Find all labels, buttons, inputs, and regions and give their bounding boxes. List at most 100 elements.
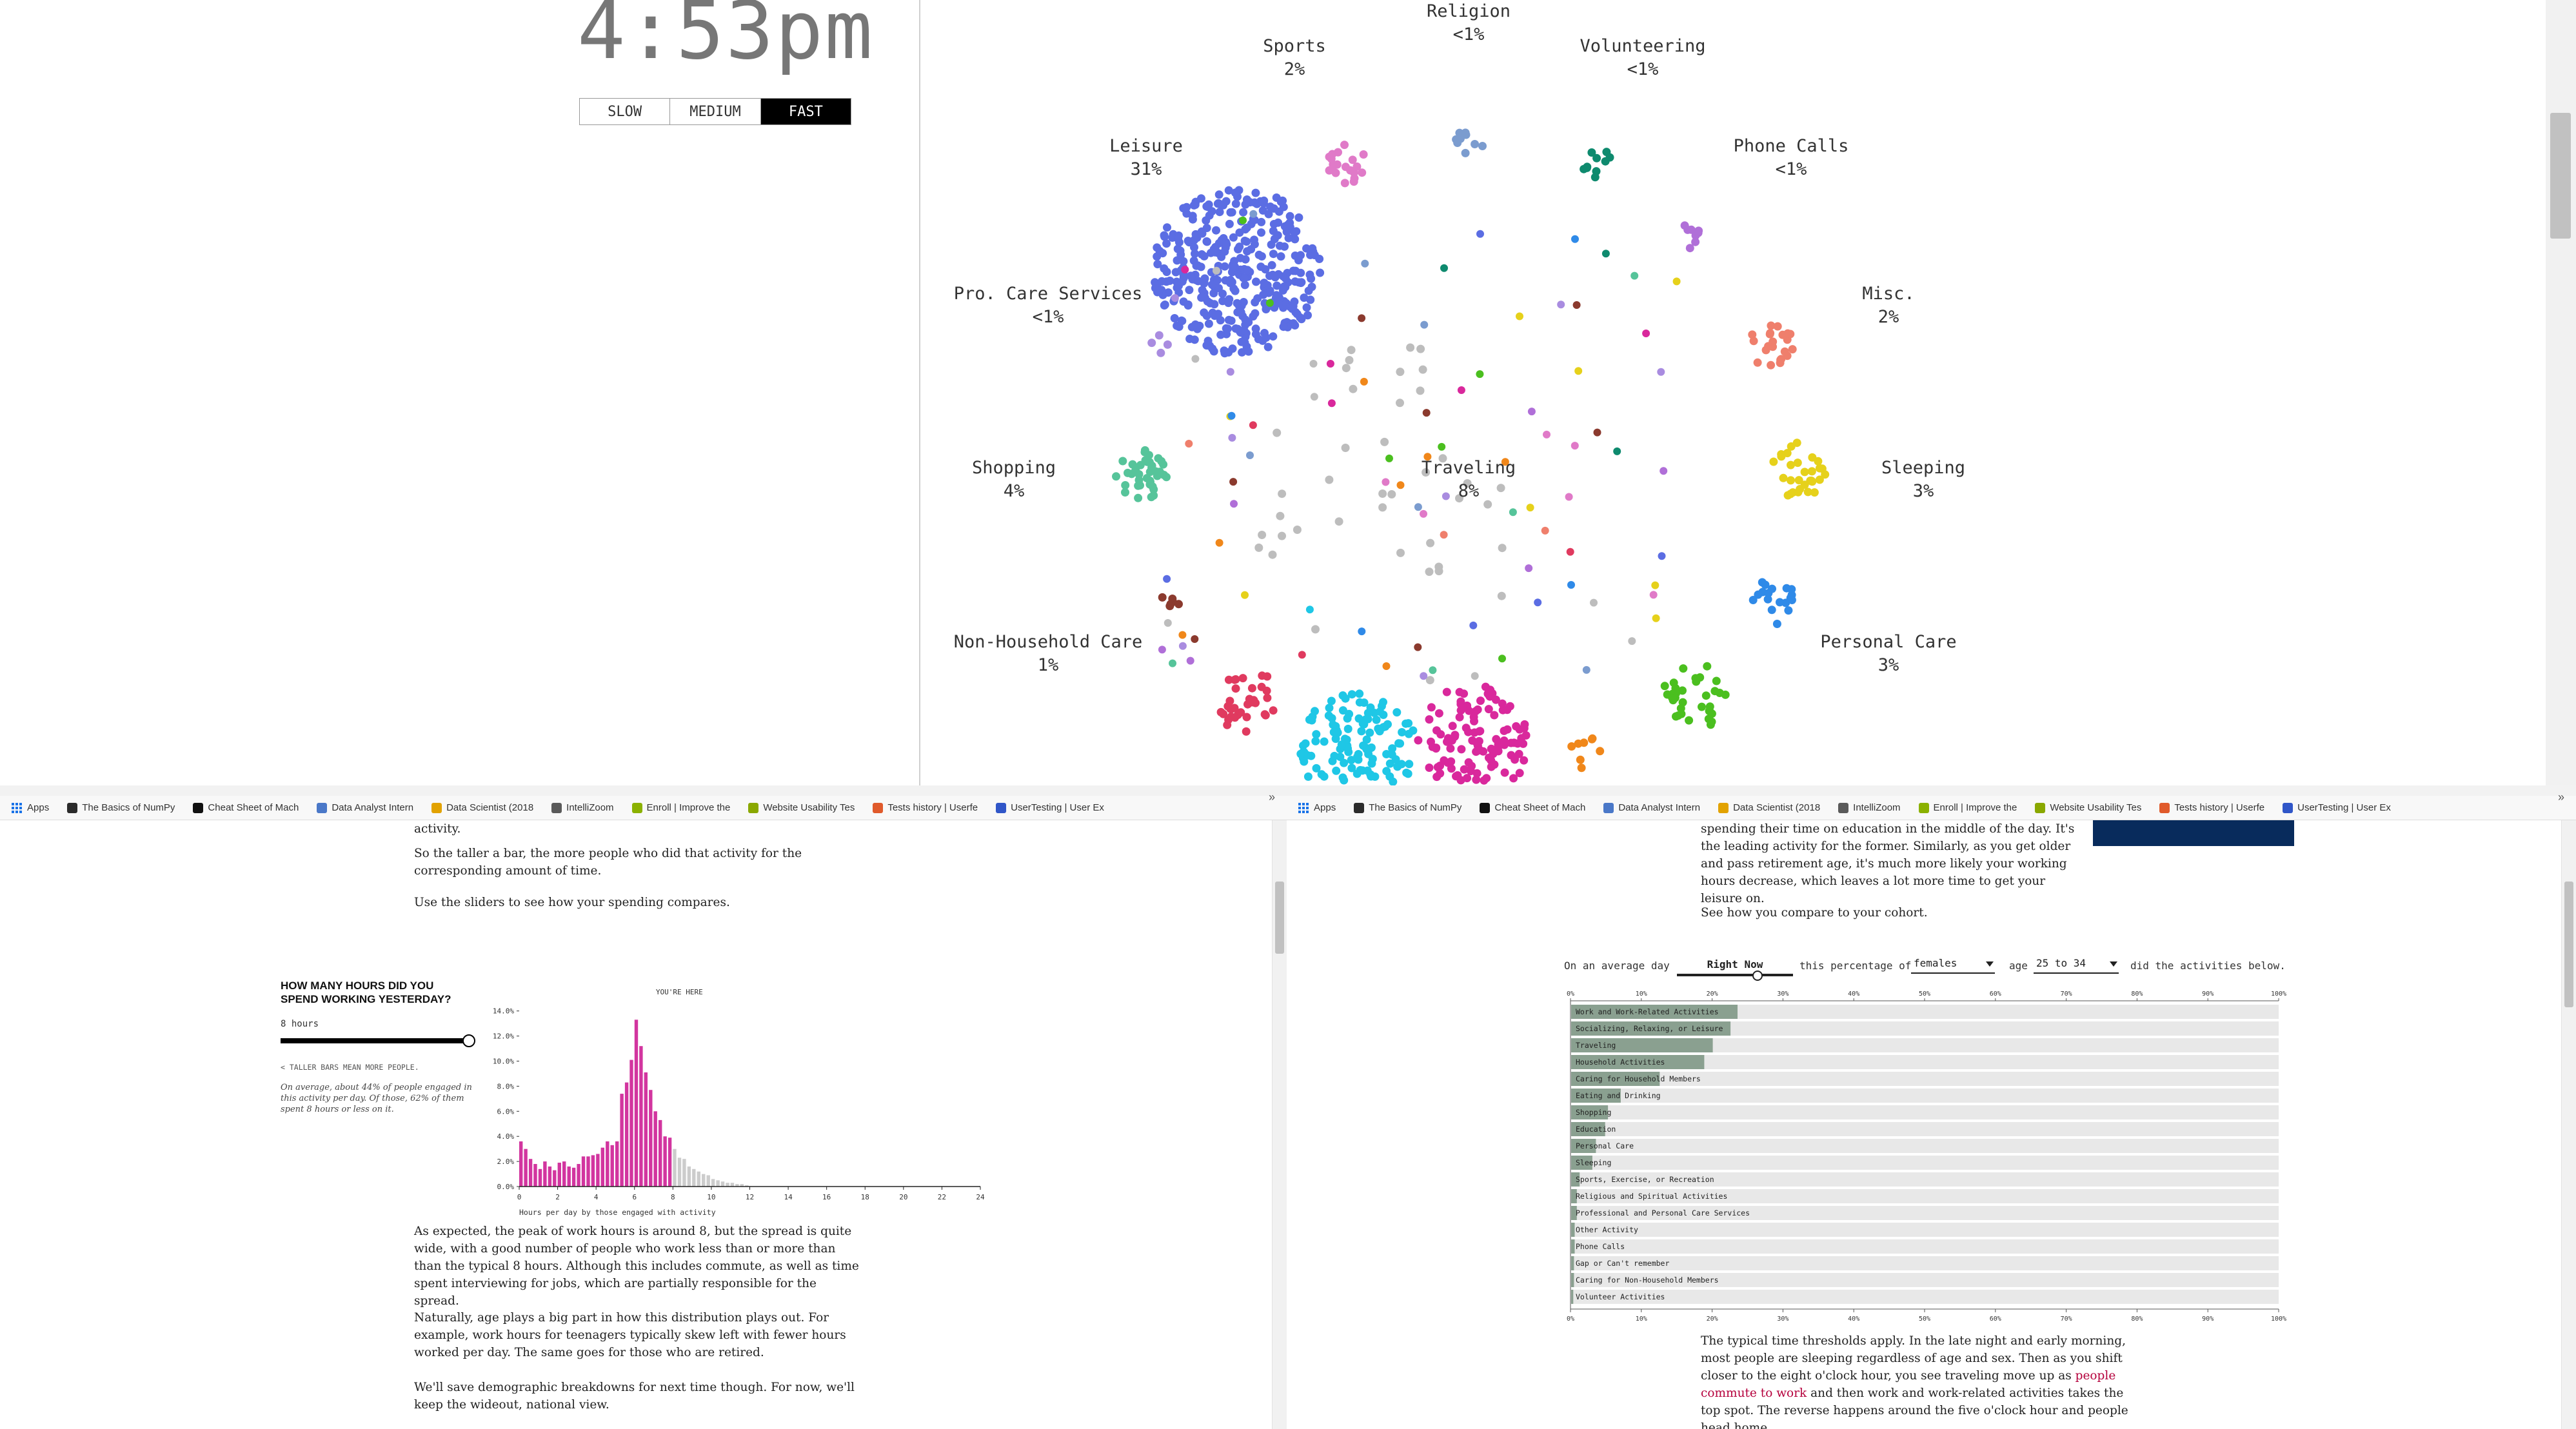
person-dot bbox=[1787, 596, 1796, 604]
bookmark-item[interactable]: Data Scientist (2018 bbox=[1718, 802, 1820, 813]
paragraph: See how you compare to your cohort. bbox=[1701, 906, 1928, 920]
bookmark-item[interactable]: Website Usability Tes bbox=[2035, 802, 2141, 813]
x-tick-label: 12 bbox=[746, 1193, 754, 1201]
bookmark-item[interactable]: Apps bbox=[12, 802, 49, 813]
person-dot bbox=[1296, 251, 1305, 260]
right-scrollbar-thumb[interactable] bbox=[2564, 882, 2573, 1007]
person-dot bbox=[1476, 370, 1484, 379]
group-percent: 31% bbox=[1130, 159, 1162, 179]
person-dot bbox=[1576, 755, 1585, 764]
person-dot bbox=[1280, 222, 1289, 231]
x-tick-label-bottom: 0% bbox=[1567, 1316, 1574, 1322]
person-dot bbox=[1414, 736, 1423, 745]
speed-fast-button[interactable]: FAST bbox=[760, 99, 851, 124]
person-dot bbox=[1605, 153, 1614, 162]
speed-slow-button[interactable]: SLOW bbox=[580, 99, 670, 124]
person-dot bbox=[1446, 744, 1455, 753]
person-dot bbox=[1398, 728, 1407, 736]
bookmark-item[interactable]: The Basics of NumPy bbox=[67, 802, 175, 813]
time-slider-track[interactable] bbox=[1677, 974, 1793, 976]
bookmark-item[interactable]: IntelliZoom bbox=[1838, 802, 1901, 813]
person-dot bbox=[1239, 208, 1248, 217]
hours-histogram: 0.0%2.0%4.0%6.0%8.0%10.0%12.0%14.0%0 2 4 6 8… bbox=[493, 988, 985, 1217]
bookmark-item[interactable]: Cheat Sheet of Mach bbox=[1480, 802, 1585, 813]
bookmark-label: Website Usability Tes bbox=[2050, 802, 2142, 813]
group-name: Shopping bbox=[971, 458, 1056, 478]
age-select[interactable]: 25 to 34 bbox=[2034, 957, 2119, 974]
bookmark-item[interactable]: Enroll | Improve the bbox=[631, 802, 730, 813]
person-dot bbox=[1329, 727, 1338, 736]
bookmark-label: Data Scientist (2018 bbox=[1733, 802, 1821, 813]
bookmark-item[interactable]: Website Usability Tes bbox=[748, 802, 855, 813]
bookmark-item[interactable]: Apps bbox=[1298, 802, 1336, 813]
hours-slider-handle[interactable] bbox=[462, 1034, 475, 1047]
histogram-bar bbox=[716, 1180, 720, 1187]
person-dot bbox=[1456, 134, 1465, 143]
speed-medium-button[interactable]: MEDIUM bbox=[669, 99, 760, 124]
person-dot bbox=[1273, 428, 1282, 437]
activity-bar bbox=[1571, 1122, 1605, 1136]
person-dot bbox=[1149, 485, 1158, 494]
bookmark-favicon-icon bbox=[551, 802, 562, 813]
y-tick-label: 12.0% bbox=[493, 1032, 514, 1041]
bookmark-item[interactable]: IntelliZoom bbox=[551, 802, 614, 813]
top-scrollbar-thumb[interactable] bbox=[2550, 113, 2571, 239]
bookmark-item[interactable]: UserTesting | User Ex bbox=[996, 802, 1104, 813]
activity-label: Religious and Spiritual Activities bbox=[1576, 1192, 1727, 1201]
person-dot bbox=[1425, 567, 1434, 577]
bookmark-item[interactable]: Tests history | Userfe bbox=[2159, 802, 2264, 813]
bookmark-item[interactable]: Tests history | Userfe bbox=[873, 802, 978, 813]
person-dot bbox=[1172, 277, 1181, 286]
person-dot bbox=[1772, 620, 1781, 628]
group-percent: 3% bbox=[1878, 655, 1899, 675]
person-dot bbox=[1794, 476, 1803, 485]
person-dot bbox=[1293, 526, 1302, 534]
bookmark-item[interactable]: Data Analyst Intern bbox=[317, 802, 413, 813]
activity-bar bbox=[1571, 1139, 1596, 1153]
activity-label: Traveling bbox=[1576, 1041, 1616, 1050]
activity-track bbox=[1571, 1072, 2279, 1086]
activity-track bbox=[1571, 1021, 2279, 1036]
right-scrollbar[interactable] bbox=[2561, 820, 2576, 1429]
sex-select[interactable]: females bbox=[1911, 957, 1995, 974]
person-dot bbox=[1340, 141, 1349, 150]
bookmarks-bar: Apps The Basics of NumPy Cheat Sheet of Ma… bbox=[1287, 796, 2576, 820]
person-dot bbox=[1434, 709, 1443, 718]
left-scrollbar-thumb[interactable] bbox=[1275, 882, 1284, 954]
x-tick-label-top: 90% bbox=[2202, 990, 2214, 998]
bookmark-item[interactable]: Cheat Sheet of Mach bbox=[193, 802, 299, 813]
person-dot bbox=[1360, 377, 1368, 386]
time-slider[interactable]: Right Now bbox=[1677, 956, 1793, 981]
bookmark-item[interactable]: Enroll | Improve the bbox=[1918, 802, 2017, 813]
person-dot bbox=[1433, 763, 1442, 772]
person-dot bbox=[1429, 666, 1437, 675]
person-dot bbox=[1196, 262, 1205, 271]
time-slider-handle[interactable] bbox=[1752, 971, 1763, 981]
bookmarks-more-icon[interactable]: » bbox=[2557, 791, 2564, 803]
bookmark-item[interactable]: The Basics of NumPy bbox=[1354, 802, 1461, 813]
bookmark-favicon-icon bbox=[1918, 802, 1929, 813]
person-dot bbox=[1284, 233, 1293, 242]
person-dot bbox=[1156, 348, 1165, 357]
histogram-bar bbox=[730, 1183, 735, 1187]
person-dot bbox=[1354, 750, 1363, 758]
activity-label: Caring for Household Members bbox=[1576, 1074, 1701, 1083]
commute-link[interactable]: people commute to work bbox=[1701, 1369, 2116, 1400]
person-dot bbox=[1226, 368, 1234, 376]
person-dot bbox=[1285, 212, 1294, 221]
bookmark-item[interactable]: Data Scientist (2018 bbox=[431, 802, 533, 813]
person-dot bbox=[1456, 697, 1465, 706]
age-select-value: 25 to 34 bbox=[2036, 957, 2086, 969]
histogram-bar bbox=[557, 1163, 561, 1187]
left-scrollbar[interactable] bbox=[1272, 820, 1287, 1429]
person-dot bbox=[1754, 590, 1763, 599]
bookmarks-more-icon[interactable]: » bbox=[1268, 791, 1275, 803]
person-dot bbox=[1471, 140, 1480, 148]
activity-track bbox=[1571, 1055, 2279, 1069]
person-dot bbox=[1328, 150, 1337, 159]
person-dot bbox=[1691, 674, 1700, 683]
bookmark-item[interactable]: UserTesting | User Ex bbox=[2283, 802, 2391, 813]
person-dot bbox=[1294, 213, 1303, 222]
person-dot bbox=[1365, 728, 1374, 737]
bookmark-item[interactable]: Data Analyst Intern bbox=[1603, 802, 1700, 813]
